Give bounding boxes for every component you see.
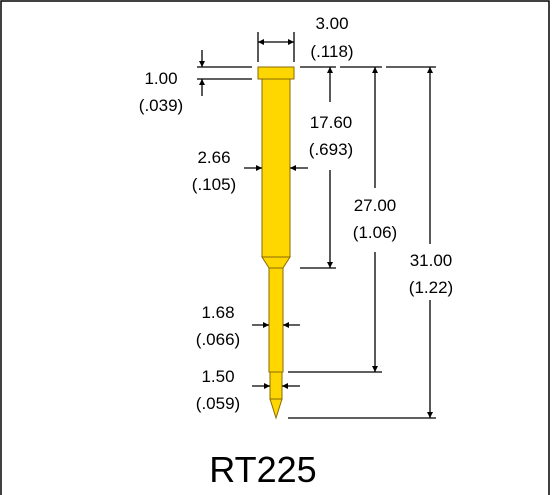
probe-tip-point [269,398,283,420]
barrel-length-in: (.693) [309,140,353,159]
tip-diameter-mm: 1.50 [201,367,234,386]
probe-tip-shank [269,371,283,400]
head-width-mm: 3.00 [315,14,348,33]
dim-overall-length: 31.00 (1.22) [288,66,453,419]
head-height-in: (.039) [139,96,183,115]
length-shoulder-in: (1.06) [353,223,397,242]
dim-tip-diameter: 1.50 (.059) [196,367,300,413]
head-height-mm: 1.00 [144,69,177,88]
overall-length-in: (1.22) [409,278,453,297]
dim-barrel-length: 17.60 (.693) [300,66,353,269]
dim-barrel-diameter: 2.66 (.105) [192,148,308,194]
probe-head [257,66,295,80]
probe-plunger [268,267,284,373]
tip-diameter-in: (.059) [196,394,240,413]
barrel-length-mm: 17.60 [310,113,353,132]
plunger-diameter-mm: 1.68 [201,303,234,322]
head-width-in: (.118) [310,42,353,61]
part-number-label: RT225 [209,449,316,490]
dim-plunger-diameter: 1.68 (.066) [196,303,300,349]
dim-head-height: 1.00 (.039) [139,50,252,115]
test-probe [257,66,295,420]
dim-head-width: 3.00 (.118) [257,14,354,62]
probe-barrel [261,78,291,258]
dim-length-shoulder: 27.00 (1.06) [288,66,397,373]
length-shoulder-mm: 27.00 [354,196,397,215]
barrel-diameter-mm: 2.66 [197,148,230,167]
plunger-diameter-in: (.066) [196,330,240,349]
barrel-crimp [261,256,291,269]
overall-length-mm: 31.00 [410,251,453,270]
barrel-diameter-in: (.105) [192,175,236,194]
